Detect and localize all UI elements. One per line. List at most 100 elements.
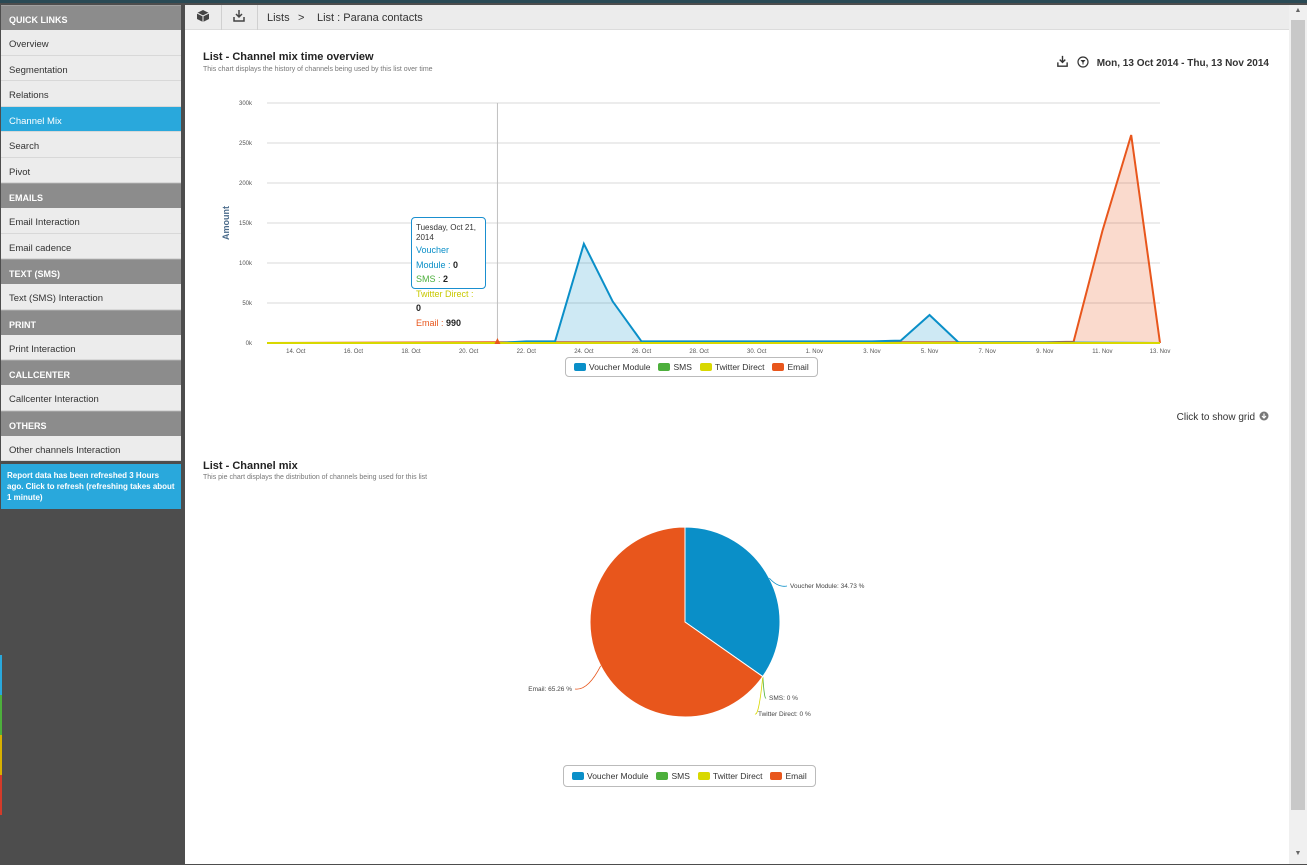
tooltip-value: 0 <box>453 259 459 270</box>
x-tick-label: 9. Nov <box>1036 349 1053 355</box>
sidebar-item-pivot[interactable]: Pivot <box>1 157 181 183</box>
piechart: Voucher Module: 34.73 % SMS: 0 % Twitter D… <box>528 526 865 718</box>
sidebar-item-segmentation[interactable]: Segmentation <box>1 55 181 81</box>
cube-icon[interactable] <box>196 9 214 25</box>
main-panel: Lists > List : Parana contacts List - Ch… <box>185 5 1289 864</box>
x-tick-label: 22. Oct <box>517 349 537 355</box>
legend-label: Voucher Module <box>589 362 651 372</box>
sidebar-item-other-channels-interaction[interactable]: Other channels Interaction <box>1 435 181 461</box>
pie-label: Voucher Module: 34.73 % <box>790 583 865 590</box>
tooltip-row-email: Email : 990 <box>416 317 462 328</box>
series-area <box>267 135 1160 343</box>
pie-slice[interactable] <box>589 526 764 718</box>
scroll-up-arrow-icon[interactable]: ▲ <box>1294 7 1302 14</box>
sidebar-section-header: QUICK LINKS <box>1 5 181 30</box>
daterange: Mon, 13 Oct 2014 - Thu, 13 Nov 2014 <box>1056 55 1269 71</box>
sidebar-item-search[interactable]: Search <box>1 132 181 158</box>
legend-item[interactable]: Twitter Direct <box>697 771 762 781</box>
sidebar-section-header: CALLCENTER <box>1 360 181 385</box>
y-axis-label: Amount <box>221 206 231 240</box>
pie-label: Twitter Direct: 0 % <box>758 711 811 718</box>
sidebar-section-header: TEXT (SMS) <box>1 259 181 284</box>
legend-swatch <box>772 363 785 371</box>
series-area <box>267 243 1160 343</box>
y-tick-label: 150k <box>239 221 253 227</box>
legend-item[interactable]: SMS <box>658 362 692 372</box>
legend-item[interactable]: Voucher Module <box>574 362 650 372</box>
x-tick-label: 14. Oct <box>286 349 306 355</box>
breadcrumb-current: List : Parana contacts <box>317 12 423 24</box>
x-tick-label: 7. Nov <box>978 349 995 355</box>
sidebar-item-email-cadence[interactable]: Email cadence <box>1 233 181 259</box>
pie-label: SMS: 0 % <box>769 695 798 702</box>
download-tray-icon[interactable] <box>1056 55 1069 71</box>
breadcrumb-lists-link[interactable]: Lists <box>267 12 290 24</box>
x-tick-label: 20. Oct <box>459 349 479 355</box>
piechart-legend: Voucher Module SMS Twitter Direct Email <box>563 765 816 787</box>
download-tray-icon[interactable] <box>232 9 250 25</box>
legend-label: Email <box>785 771 807 781</box>
tooltip-value: 0 <box>416 303 422 313</box>
left-accent-strip <box>0 655 2 865</box>
x-tick-label: 26. Oct <box>632 349 652 355</box>
tooltip-row-sms: SMS : 2 <box>416 274 449 284</box>
sidebar-section-header: OTHERS <box>1 410 181 436</box>
sidebar-item-email-interaction[interactable]: Email Interaction <box>1 208 181 234</box>
x-tick-label: 30. Oct <box>747 349 767 355</box>
breadcrumb: Lists > List : Parana contacts <box>185 5 1289 30</box>
tooltip-label: Twitter Direct <box>416 288 469 299</box>
x-tick-label: 1. Nov <box>806 349 823 355</box>
sidebar-item-relations[interactable]: Relations <box>1 81 181 107</box>
refresh-note[interactable]: Report data has been refreshed 3 Hours a… <box>1 464 181 509</box>
y-tick-label: 300k <box>239 101 253 107</box>
x-tick-label: 3. Nov <box>863 349 880 355</box>
legend-swatch <box>699 363 712 371</box>
daterange-label[interactable]: Mon, 13 Oct 2014 - Thu, 13 Nov 2014 <box>1096 57 1269 69</box>
piechart-subtitle: This pie chart displays the distribution… <box>203 474 428 481</box>
sidebar-section-header: PRINT <box>1 309 181 335</box>
tooltip-label: Voucher Module <box>416 245 450 270</box>
legend-label: Twitter Direct <box>714 362 765 372</box>
legend-item[interactable]: Email <box>770 771 807 781</box>
arrow-down-circle-icon[interactable] <box>1259 411 1269 424</box>
sidebar-item-callcenter-interaction[interactable]: Callcenter Interaction <box>1 385 181 411</box>
tooltip-date: Tuesday, Oct 21, 2014 <box>416 223 477 242</box>
sidebar-item-channel-mix[interactable]: Channel Mix <box>1 106 181 132</box>
legend-item[interactable]: Twitter Direct <box>699 362 765 372</box>
legend-swatch <box>658 363 671 371</box>
sidebar-item-print-interaction[interactable]: Print Interaction <box>1 334 181 360</box>
tooltip-row-twitter: Twitter Direct : 0 <box>416 288 474 314</box>
sidebar-item-overview[interactable]: Overview <box>1 30 181 56</box>
pie-label-connector <box>762 676 767 699</box>
x-tick-label: 18. Oct <box>401 349 421 355</box>
timechart: 0k 50k 100k 150k 200k 250k 300k Amount 14. Oct 16… <box>221 101 1170 355</box>
legend-swatch <box>572 772 584 780</box>
divider <box>257 5 258 30</box>
scrollbar-thumb[interactable] <box>1291 20 1305 810</box>
timechart-subtitle: This chart displays the history of chann… <box>203 66 433 73</box>
tooltip-value: 2 <box>443 274 449 284</box>
filter-icon[interactable] <box>1077 55 1089 71</box>
show-grid-label[interactable]: Click to show grid <box>1176 412 1255 423</box>
chart-tooltip: Tuesday, Oct 21, 2014 Voucher Module : 0… <box>411 217 486 328</box>
y-tick-label: 250k <box>239 141 253 147</box>
legend-item[interactable]: Email <box>772 362 809 372</box>
x-tick-label: 11. Nov <box>1092 349 1112 355</box>
legend-label: Email <box>787 362 809 372</box>
tooltip-row-voucher: Voucher Module : 0 <box>416 245 459 270</box>
divider <box>221 5 222 30</box>
legend-swatch <box>697 772 710 780</box>
series-line <box>266 134 1161 344</box>
legend-label: SMS <box>673 362 692 372</box>
hover-marker <box>494 338 501 344</box>
show-grid-toggle[interactable]: Click to show grid <box>1177 411 1269 424</box>
x-tick-label: 28. Oct <box>689 349 709 355</box>
legend-swatch <box>656 772 669 780</box>
y-tick-label: 100k <box>239 261 253 267</box>
legend-item[interactable]: SMS <box>656 771 690 781</box>
legend-item[interactable]: Voucher Module <box>572 771 648 781</box>
x-tick-label: 16. Oct <box>344 349 364 355</box>
scroll-down-arrow-icon[interactable]: ▼ <box>1294 850 1302 857</box>
top-accent-bar <box>0 0 1307 3</box>
sidebar-item-text-sms-interaction[interactable]: Text (SMS) Interaction <box>1 284 181 310</box>
